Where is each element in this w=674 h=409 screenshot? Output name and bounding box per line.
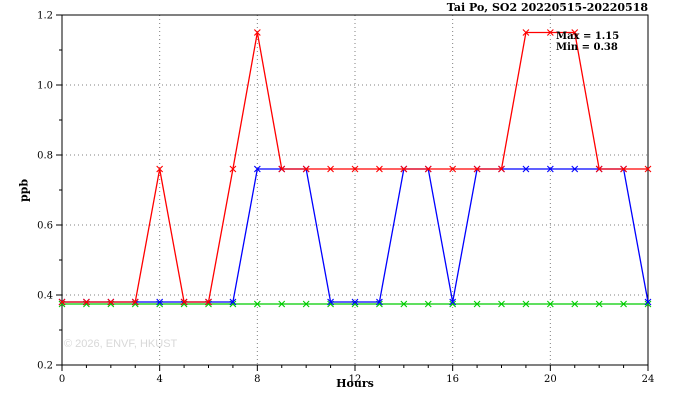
x-marker-red (229, 165, 237, 173)
x-marker-green (498, 300, 505, 308)
x-marker-green (253, 300, 261, 308)
x-marker-red (620, 165, 627, 173)
x-marker-blue (522, 165, 530, 173)
x-marker-red (107, 298, 115, 306)
max-value-label: Max = 1.15 (556, 31, 620, 42)
x-marker-green (644, 300, 652, 308)
x-marker-red (571, 29, 579, 36)
x-marker-red (327, 165, 334, 173)
x-marker-red (546, 29, 554, 36)
x-tick-label: 0 (59, 374, 65, 385)
x-marker-green (400, 300, 408, 308)
x-marker-red (522, 29, 530, 36)
x-marker-green (522, 300, 530, 308)
x-marker-green (278, 300, 286, 308)
x-marker-blue (253, 165, 261, 173)
x-marker-red (351, 165, 359, 173)
x-marker-red (473, 165, 481, 173)
x-marker-red (302, 165, 310, 173)
x-marker-green (571, 300, 579, 308)
x-tick-label: 4 (156, 374, 162, 385)
x-marker-red (156, 165, 164, 173)
x-tick-label: 12 (349, 374, 362, 385)
x-marker-red (449, 165, 457, 173)
x-marker-red (424, 165, 432, 173)
y-tick-label: 0.4 (37, 291, 53, 302)
y-tick-label: 1.0 (37, 81, 53, 92)
x-marker-green (229, 300, 237, 308)
x-marker-green (546, 300, 554, 308)
x-marker-green (620, 300, 627, 308)
x-marker-red (498, 165, 505, 173)
x-marker-green (376, 300, 383, 308)
x-marker-blue (327, 298, 334, 306)
x-marker-green (302, 300, 310, 308)
x-marker-red (376, 165, 383, 173)
x-marker-red (644, 165, 652, 173)
max-min-annotation: Max = 1.15 Min = 0.38 (556, 31, 619, 53)
y-axis-label: ppb (17, 178, 31, 203)
x-tick-label: 16 (446, 374, 459, 385)
x-marker-red (131, 298, 139, 306)
x-axis-label: Hours (336, 377, 374, 390)
x-marker-red (278, 165, 286, 173)
x-marker-blue (229, 298, 237, 306)
x-marker-red (205, 298, 212, 306)
watermark: © 2026, ENVF, HKUST (64, 338, 178, 350)
x-marker-green (473, 300, 481, 308)
y-tick-label: 0.6 (37, 221, 53, 232)
x-marker-blue (546, 165, 554, 173)
x-marker-green (595, 300, 603, 308)
y-tick-label: 0.8 (37, 151, 53, 162)
x-tick-label: 8 (254, 374, 260, 385)
x-marker-blue (156, 298, 164, 306)
x-marker-blue (351, 298, 359, 306)
chart-title: Tai Po, SO2 20220515-20220518 (446, 1, 648, 14)
y-tick-label: 1.2 (37, 11, 53, 22)
x-marker-blue (376, 298, 383, 306)
x-marker-red (58, 298, 66, 306)
x-tick-label: 20 (544, 374, 557, 385)
x-marker-green (449, 300, 457, 308)
y-tick-label: 0.2 (37, 361, 53, 372)
x-marker-red (253, 29, 261, 36)
x-tick-label: 24 (642, 374, 655, 385)
x-marker-red (83, 298, 90, 306)
x-marker-red (595, 165, 603, 173)
x-marker-blue (449, 298, 457, 306)
x-marker-green (424, 300, 432, 308)
x-marker-blue (571, 165, 579, 173)
x-marker-blue (644, 298, 652, 306)
min-value-label: Min = 0.38 (556, 42, 618, 53)
x-marker-red (180, 298, 188, 306)
x-marker-red (400, 165, 408, 173)
